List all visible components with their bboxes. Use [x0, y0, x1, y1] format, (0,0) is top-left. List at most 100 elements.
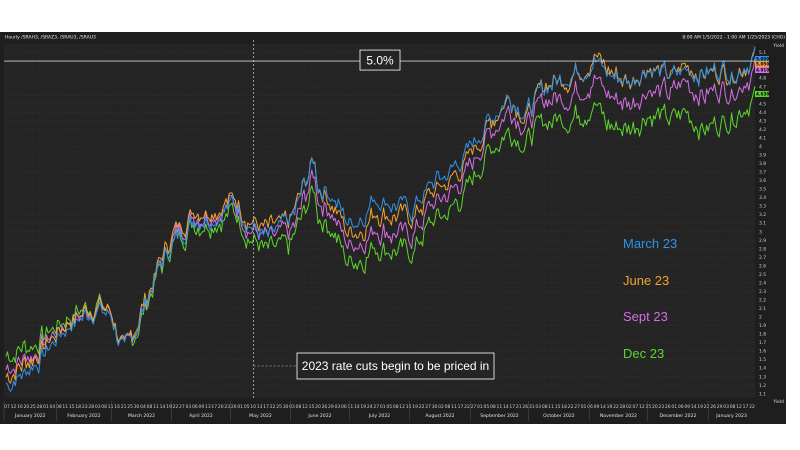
- x-day-label: 14: [691, 404, 697, 410]
- x-month-label: July 2022: [368, 413, 390, 419]
- x-day-label: 12: [11, 404, 17, 410]
- chart-header-title: Hourly /SRAH3, /SRAZ3, /SRAU3, /SRAU3: [5, 35, 96, 41]
- x-day-label: 14: [354, 404, 360, 410]
- plot-area: [4, 44, 755, 398]
- x-day-label: 05: [244, 404, 250, 410]
- y-tick-label: 3.8: [759, 161, 766, 167]
- y-tick-label: 2.5: [759, 272, 766, 278]
- x-month-label: May 2022: [249, 413, 272, 419]
- x-day-label: 08: [56, 404, 62, 410]
- x-day-label: 04: [49, 404, 55, 410]
- x-day-label: 30: [283, 404, 289, 410]
- x-month-label: August 2022: [425, 413, 454, 419]
- x-day-label: 11: [451, 404, 457, 410]
- x-day-label: 17: [211, 404, 217, 410]
- x-day-label: 26: [665, 404, 671, 410]
- x-day-label: 19: [360, 404, 366, 410]
- x-day-label: 20: [24, 404, 30, 410]
- x-day-label: 12: [736, 404, 742, 410]
- x-day-label: 19: [607, 404, 613, 410]
- rate-cut-label: 2023 rate cuts begin to be priced in: [302, 359, 489, 373]
- reference-label: 5.0%: [366, 54, 394, 68]
- x-day-label: 21: [121, 404, 127, 410]
- x-month-label: December 2022: [659, 413, 696, 419]
- x-month-label: January 2022: [14, 413, 46, 419]
- x-day-label: 22: [568, 404, 574, 410]
- last-value-text: 4.910: [756, 68, 769, 73]
- y-tick-label: 3.9: [759, 152, 766, 158]
- x-day-label: 15: [69, 404, 75, 410]
- x-day-label: 05: [386, 404, 392, 410]
- chart-header-range: 8:00 AM 1/5/2022 - 1:00 AM 1/25/2023 (CH…: [682, 35, 785, 41]
- y-tick-label: 2.1: [759, 306, 766, 312]
- x-day-label: 03: [335, 404, 341, 410]
- last-value-text: 5.050: [756, 57, 769, 62]
- last-value-badge: [755, 67, 769, 73]
- x-day-label: 11: [153, 404, 159, 410]
- x-day-label: 27: [425, 404, 431, 410]
- x-day-label: 08: [490, 404, 496, 410]
- x-day-label: 26: [322, 404, 328, 410]
- x-day-label: 22: [704, 404, 710, 410]
- x-day-label: 21: [516, 404, 522, 410]
- x-axis-corner-label: Yield: [772, 399, 784, 405]
- y-tick-label: 3.1: [759, 221, 766, 227]
- x-day-label: 17: [509, 404, 515, 410]
- y-tick-label: 2.3: [759, 289, 766, 295]
- x-day-label: 25: [276, 404, 282, 410]
- x-day-label: 08: [101, 404, 107, 410]
- x-day-label: 22: [173, 404, 179, 410]
- y-tick-label: 1.6: [759, 349, 766, 355]
- x-day-label: 28: [37, 404, 43, 410]
- x-day-label: 13: [205, 404, 211, 410]
- x-day-label: 11: [347, 404, 353, 410]
- x-day-label: 16: [17, 404, 23, 410]
- x-day-label: 27: [373, 404, 379, 410]
- x-day-label: 05: [484, 404, 490, 410]
- y-tick-labels: 1.1 1.2 1.3 1.4 1.5 1.6 1.7 1.8 1.9 2 2.1 2.2 2.3 2.4…: [759, 50, 766, 397]
- legend-sept-23: Sept 23: [623, 309, 668, 324]
- x-day-label: 06: [341, 404, 347, 410]
- x-day-label: 18: [75, 404, 81, 410]
- y-tick-label: 2.7: [759, 255, 766, 261]
- x-day-label: 11: [62, 404, 68, 410]
- x-day-label: 08: [393, 404, 399, 410]
- y-tick-label: 1.8: [759, 332, 766, 338]
- x-day-label: 20: [315, 404, 321, 410]
- x-day-label: 08: [730, 404, 736, 410]
- y-tick-label: 1.3: [759, 374, 766, 380]
- x-day-label: 01: [43, 404, 49, 410]
- x-day-label: 09: [198, 404, 204, 410]
- x-month-label: April 2022: [189, 413, 213, 419]
- x-day-label: 26: [231, 404, 237, 410]
- y-tick-label: 3.5: [759, 187, 766, 193]
- x-day-label: 01: [237, 404, 243, 410]
- x-day-label: 13: [257, 404, 263, 410]
- y-tick-label: 2.2: [759, 298, 766, 304]
- x-day-label: 20: [652, 404, 658, 410]
- x-day-label: 08: [296, 404, 302, 410]
- y-tick-label: 4.3: [759, 118, 766, 124]
- x-day-label: 29: [328, 404, 334, 410]
- series-line-june-23: [5, 48, 756, 384]
- x-day-label: 28: [88, 404, 94, 410]
- y-tick-label: 4: [759, 144, 762, 150]
- x-day-label: 17: [263, 404, 269, 410]
- y-tick-label: 3: [759, 229, 762, 235]
- x-day-label: 17: [743, 404, 749, 410]
- x-day-label: 10: [250, 404, 256, 410]
- x-day-label: 03: [186, 404, 192, 410]
- x-day-label: 01: [477, 404, 483, 410]
- y-tick-label: 3.2: [759, 212, 766, 218]
- last-value-badge: [755, 61, 769, 67]
- x-day-label: 07: [633, 404, 639, 410]
- last-value-badge: [755, 56, 769, 62]
- y-tick-label: 2.4: [759, 280, 766, 286]
- x-day-label: 23: [82, 404, 88, 410]
- x-day-label: 22: [613, 404, 619, 410]
- y-tick-label: 1.5: [759, 357, 766, 363]
- x-day-label: 08: [542, 404, 548, 410]
- x-day-label: 11: [496, 404, 502, 410]
- y-tick-label: 4.8: [759, 76, 766, 82]
